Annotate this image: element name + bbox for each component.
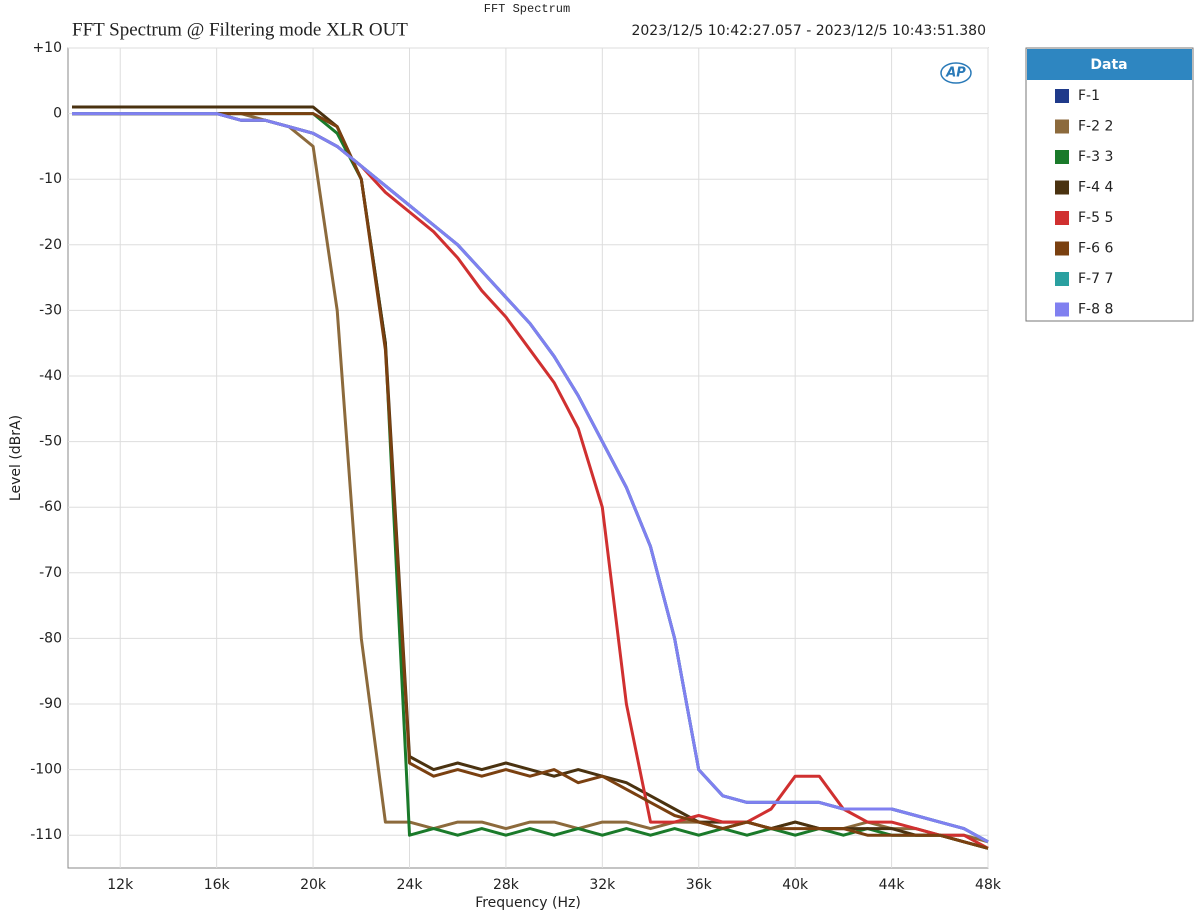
series-line [72, 112, 989, 850]
legend-swatch [1055, 180, 1069, 195]
logo: AP [945, 66, 966, 81]
x-tick-label: 44k [879, 877, 906, 893]
y-tick-label: -10 [39, 171, 62, 187]
y-tick-label: -110 [30, 827, 62, 843]
y-tick-label: -70 [39, 565, 62, 581]
y-tick-label: -60 [39, 499, 62, 515]
x-tick-label: 32k [589, 877, 616, 893]
y-tick-label: -100 [30, 762, 62, 778]
y-tick-label: -90 [39, 696, 62, 712]
x-tick-label: 12k [107, 877, 134, 893]
x-tick-label: 48k [975, 877, 1002, 893]
y-tick-label: -30 [39, 302, 62, 318]
logo-ring [940, 62, 972, 84]
legend-label: F-2 2 [1078, 119, 1113, 135]
lines [72, 105, 989, 850]
x-tick-label: 36k [686, 877, 713, 893]
y-tick-label: -40 [39, 368, 62, 384]
y-tick-label: -20 [39, 237, 62, 253]
legend-label: F-4 4 [1078, 180, 1113, 196]
chart-title: FFT Spectrum @ Filtering mode XLR OUT [72, 19, 408, 40]
legend-swatch [1055, 272, 1069, 286]
x-tick-label: 40k [782, 877, 809, 893]
legend-swatch [1055, 89, 1069, 103]
x-tick-label: 16k [204, 877, 231, 893]
legend-label: F-1 [1078, 88, 1100, 104]
legend-swatch [1055, 241, 1069, 256]
legend-swatch [1055, 119, 1069, 134]
legend-swatch [1055, 302, 1069, 317]
legend-header [1027, 49, 1192, 80]
y-tick-label: -80 [39, 630, 62, 646]
legend-title: Data [1090, 57, 1127, 73]
legend-label: F-8 8 [1078, 302, 1113, 318]
legend-label: F-5 5 [1078, 210, 1113, 226]
legend-swatch [1055, 150, 1069, 164]
y-tick-label: 0 [53, 106, 62, 122]
legend-label: F-3 3 [1078, 149, 1113, 165]
y-axis-label: Level (dBrA) [8, 415, 24, 501]
legend-entries: F-1 F-2 2 F-3 3 F-4 4 F-5 5 F-6 6 F-7 7 F-8 8 [1055, 88, 1113, 318]
y-tick-label: +10 [32, 40, 62, 56]
y-tick-label: -50 [39, 434, 62, 450]
x-tick-label: 24k [397, 877, 424, 893]
x-tick-label: 20k [300, 877, 327, 893]
plot-area [67, 47, 989, 869]
window-title: FFT Spectrum [484, 2, 570, 16]
x-axis-label: Frequency (Hz) [475, 895, 581, 911]
chart-subtitle: 2023/12/5 10:42:27.057 - 2023/12/5 10:43… [631, 23, 986, 39]
legend [1025, 47, 1194, 322]
legend-label: F-6 6 [1078, 241, 1113, 257]
x-tick-label: 28k [493, 877, 520, 893]
series-line [72, 112, 989, 844]
legend-swatch [1055, 211, 1069, 225]
legend-label: F-7 7 [1078, 271, 1113, 287]
